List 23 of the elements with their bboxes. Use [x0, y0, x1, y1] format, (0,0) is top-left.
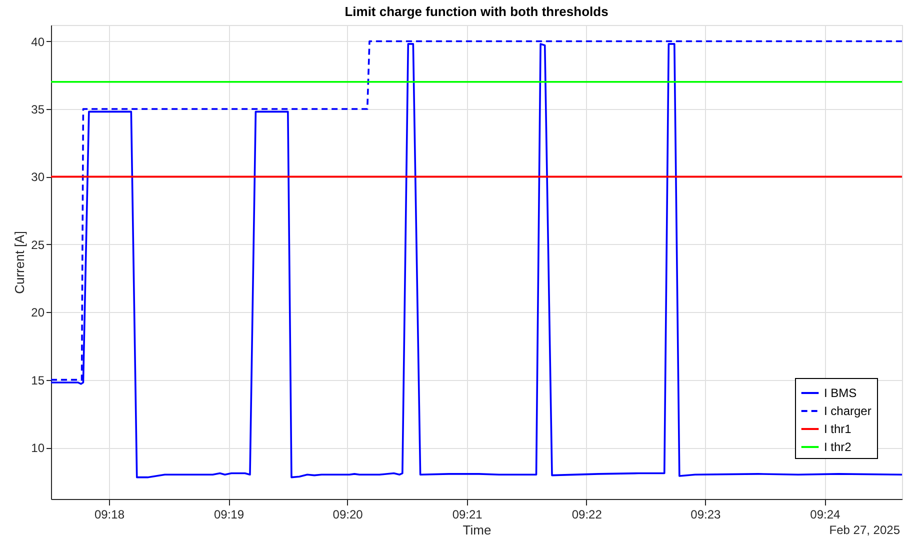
x-axis-title: Time: [462, 522, 492, 538]
x-tick-label: 09:19: [214, 508, 244, 522]
legend-label: I charger: [824, 404, 872, 418]
text: Feb 27, 2025: [829, 523, 900, 537]
y-tick-label: 25: [31, 238, 45, 252]
y-tick-label: 15: [31, 373, 45, 388]
legend-label: I BMS: [824, 386, 857, 400]
y-tick-label: 10: [31, 441, 45, 456]
y-tick-label: 30: [31, 170, 45, 184]
x-tick-label: 09:20: [332, 508, 364, 522]
chart-title: Limit charge function with both thresholds: [344, 4, 608, 19]
y-axis-title: Current [A]: [12, 231, 28, 294]
y-tick-label: 20: [31, 306, 45, 320]
line-series: [51, 43, 902, 478]
x-tick-label: 09:18: [94, 508, 125, 522]
legend-label: I thr2: [824, 440, 852, 454]
y-tick-label: 35: [31, 102, 45, 116]
x-tick-label: 09:23: [690, 508, 722, 522]
x-tick-label: 09:24: [810, 508, 841, 522]
x-tick-label: 09:22: [572, 508, 602, 522]
y-tick-label: 40: [31, 34, 45, 49]
x-tick-label: 09:21: [452, 508, 483, 522]
legend-label: I thr1: [824, 422, 852, 436]
